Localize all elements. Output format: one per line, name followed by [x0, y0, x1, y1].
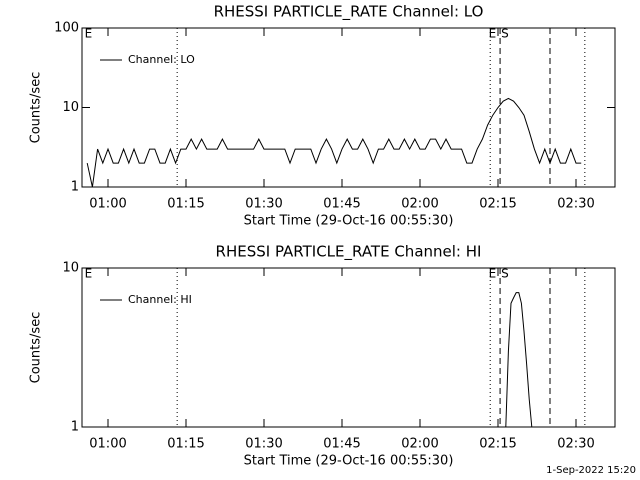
x-axis-label: Start Time (29-Oct-16 00:55:30)	[244, 214, 454, 229]
y-axis-label: Counts/sec	[29, 312, 44, 384]
x-tick-label: 02:30	[557, 197, 594, 212]
x-tick-label: 02:00	[401, 437, 438, 452]
x-axis-label: Start Time (29-Oct-16 00:55:30)	[244, 454, 454, 469]
x-tick-label: 01:00	[89, 437, 126, 452]
y-tick-label: 1	[71, 180, 79, 195]
x-tick-label: 01:00	[89, 197, 126, 212]
y-tick-label: 10	[62, 100, 79, 115]
x-tick-label: 02:15	[479, 437, 516, 452]
data-line	[86, 97, 582, 188]
legend-label: Channel: HI	[128, 293, 192, 306]
x-tick-label: 01:30	[245, 437, 282, 452]
x-tick-label: 01:30	[245, 197, 282, 212]
y-tick-label: 10	[62, 261, 79, 276]
footer: 1-Sep-2022 15:20	[546, 465, 636, 476]
x-tick-label: 01:15	[167, 197, 204, 212]
x-tick-label: 01:45	[323, 437, 360, 452]
annotation: E	[489, 27, 497, 41]
x-tick-label: 02:30	[557, 437, 594, 452]
annotation: E	[85, 267, 93, 281]
x-tick-label: 02:00	[401, 197, 438, 212]
x-tick-label: 01:15	[167, 437, 204, 452]
plot-frame	[81, 267, 616, 428]
x-tick-label: 02:15	[479, 197, 516, 212]
chart-title: RHESSI PARTICLE_RATE Channel: LO	[214, 3, 484, 22]
y-tick-label: 1	[71, 420, 79, 435]
y-axis-label: Counts/sec	[29, 72, 44, 144]
chart-title: RHESSI PARTICLE_RATE Channel: HI	[216, 243, 482, 262]
x-tick-label: 01:45	[323, 197, 360, 212]
data-line	[505, 292, 533, 428]
y-tick-label: 100	[54, 21, 79, 36]
annotation: E	[489, 267, 497, 281]
annotation: S	[501, 27, 509, 41]
legend-label: Channel: LO	[128, 53, 195, 66]
annotation: S	[501, 267, 509, 281]
annotation: E	[85, 27, 93, 41]
